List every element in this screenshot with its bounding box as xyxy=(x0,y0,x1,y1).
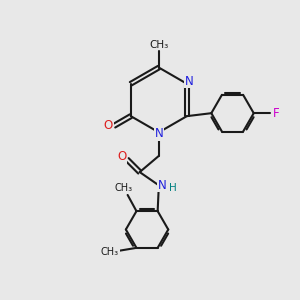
Text: CH₃: CH₃ xyxy=(149,40,169,50)
Text: N: N xyxy=(185,75,194,88)
Text: CH₃: CH₃ xyxy=(114,184,132,194)
Text: H: H xyxy=(169,183,177,193)
Text: O: O xyxy=(117,150,127,163)
Text: O: O xyxy=(104,119,113,132)
Text: F: F xyxy=(273,107,280,120)
Text: N: N xyxy=(154,127,163,140)
Text: N: N xyxy=(158,179,167,192)
Text: CH₃: CH₃ xyxy=(101,247,119,257)
